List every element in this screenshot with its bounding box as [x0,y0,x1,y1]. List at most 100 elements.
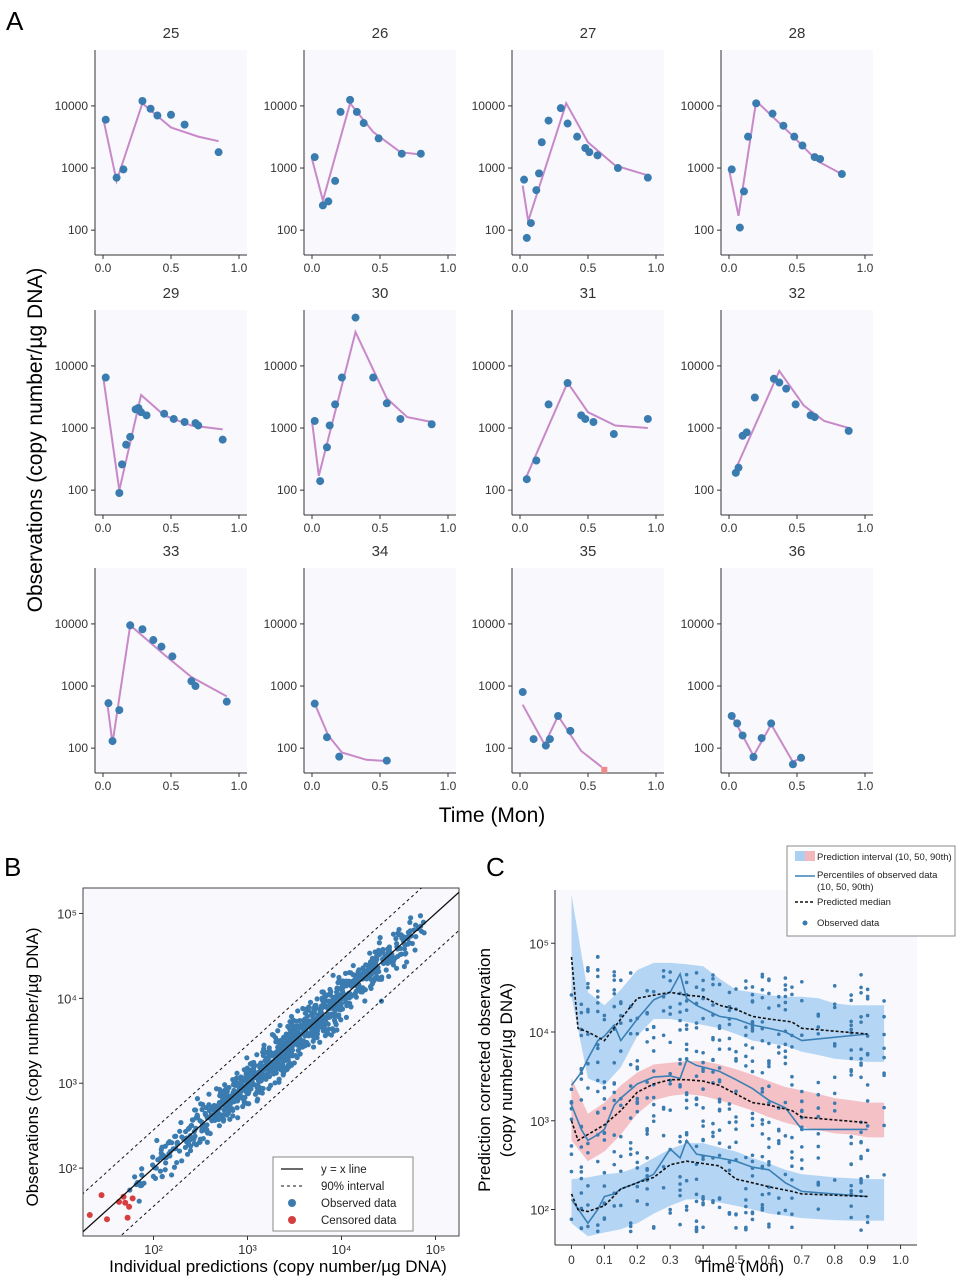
observed-point [668,1012,672,1016]
observed-point [849,1073,853,1077]
legend-pi-red-swatch [805,851,815,861]
observed-point [776,1127,781,1132]
observed-point [832,1109,837,1113]
legend-label: Censored data [321,1215,397,1227]
observed-point [678,1001,682,1006]
panel-b-xlabel: Individual predictions (copy number/µg D… [109,1257,447,1276]
observed-point [744,1198,748,1202]
observation-point [573,132,582,141]
observed-point [373,970,379,976]
observed-point [744,1054,748,1059]
observed-point [816,1106,821,1110]
observed-point [176,1148,183,1154]
observed-point [783,1055,788,1059]
observed-point [612,1098,617,1103]
observed-point [684,999,689,1003]
y-tick-label: 10000 [681,617,715,631]
observed-point [141,1180,147,1186]
observed-point [767,1064,771,1069]
observed-point [595,1046,600,1051]
observed-point [701,1106,705,1110]
x-tick-label: 0.5 [789,779,806,793]
observed-point [701,988,705,992]
observed-point [216,1123,222,1129]
observed-point [388,957,394,963]
y-tick-label: 10⁴ [529,1025,549,1040]
observation-point [775,378,784,387]
observation-point [537,138,546,147]
observed-point [684,1208,689,1212]
subject-title: 29 [163,285,180,302]
observation-point [336,107,345,116]
observed-point [694,1199,699,1204]
observed-point [882,1105,886,1110]
observed-point [727,1168,732,1173]
observed-point [413,922,419,928]
observed-point [783,987,788,992]
observed-point [717,1196,722,1200]
observed-point [776,1139,781,1143]
observed-point [668,1005,672,1010]
observed-point [750,1123,755,1128]
observation-point [369,373,378,382]
observation-point [544,116,553,125]
x-tick-label: 1.0 [440,521,457,535]
observed-point [628,1062,633,1067]
observed-point [334,985,340,991]
observation-point [322,443,331,452]
legend-pi-blue-swatch [795,851,805,861]
observed-point [139,1166,145,1172]
observation-point [734,463,743,472]
observed-point [832,1178,837,1182]
observed-point [767,1101,771,1105]
observed-point [136,1198,142,1204]
observed-point [701,978,705,983]
observed-point [865,1034,870,1038]
observed-point [241,1067,247,1073]
x-tick-label: 0.5 [789,261,806,275]
subject-plot-33: 33 0.0 0.5 1.0 100 1000 10000 [55,543,248,793]
observed-point [193,1125,199,1131]
observed-point [859,1154,863,1159]
panel-label-b: B [4,852,21,882]
subject-title: 26 [372,25,389,42]
observed-point [171,1164,178,1170]
observed-point [678,1193,682,1198]
observed-point [694,1177,699,1182]
panel-c-ylabel-line1: Prediction corrected observation [475,948,494,1192]
subject-title: 30 [372,285,389,302]
censored-point [129,1195,136,1202]
observation-point [522,475,531,484]
observed-point [612,1204,617,1208]
observation-point [844,426,853,435]
observed-point [602,1170,607,1175]
legend-observed-swatch [288,1199,296,1207]
observed-point [293,1018,299,1024]
observed-point [194,1096,201,1102]
observed-point [717,1097,722,1102]
observed-point [213,1086,220,1092]
observed-point [859,972,863,977]
observed-point [882,1032,886,1037]
observation-point [742,428,751,437]
observed-point [628,1018,633,1023]
observed-point [602,1097,607,1101]
observation-point [119,165,128,174]
observed-point [348,1004,354,1010]
observed-point [750,1111,755,1116]
observed-point [734,1115,738,1119]
observed-point [865,1013,870,1018]
observed-point [234,1105,240,1111]
observed-point [351,977,358,983]
observed-point [412,947,418,953]
legend-box [272,1156,414,1232]
observed-point [865,987,870,992]
subject-plot-29: 29 0.0 0.5 1.0 100 1000 10000 [55,285,248,535]
observed-point [404,959,410,965]
observed-point [790,1196,794,1200]
y-tick-label: 1000 [478,421,505,435]
observation-point [331,176,340,185]
observation-point [797,753,806,762]
observation-point [310,416,319,425]
observed-point [783,994,788,999]
